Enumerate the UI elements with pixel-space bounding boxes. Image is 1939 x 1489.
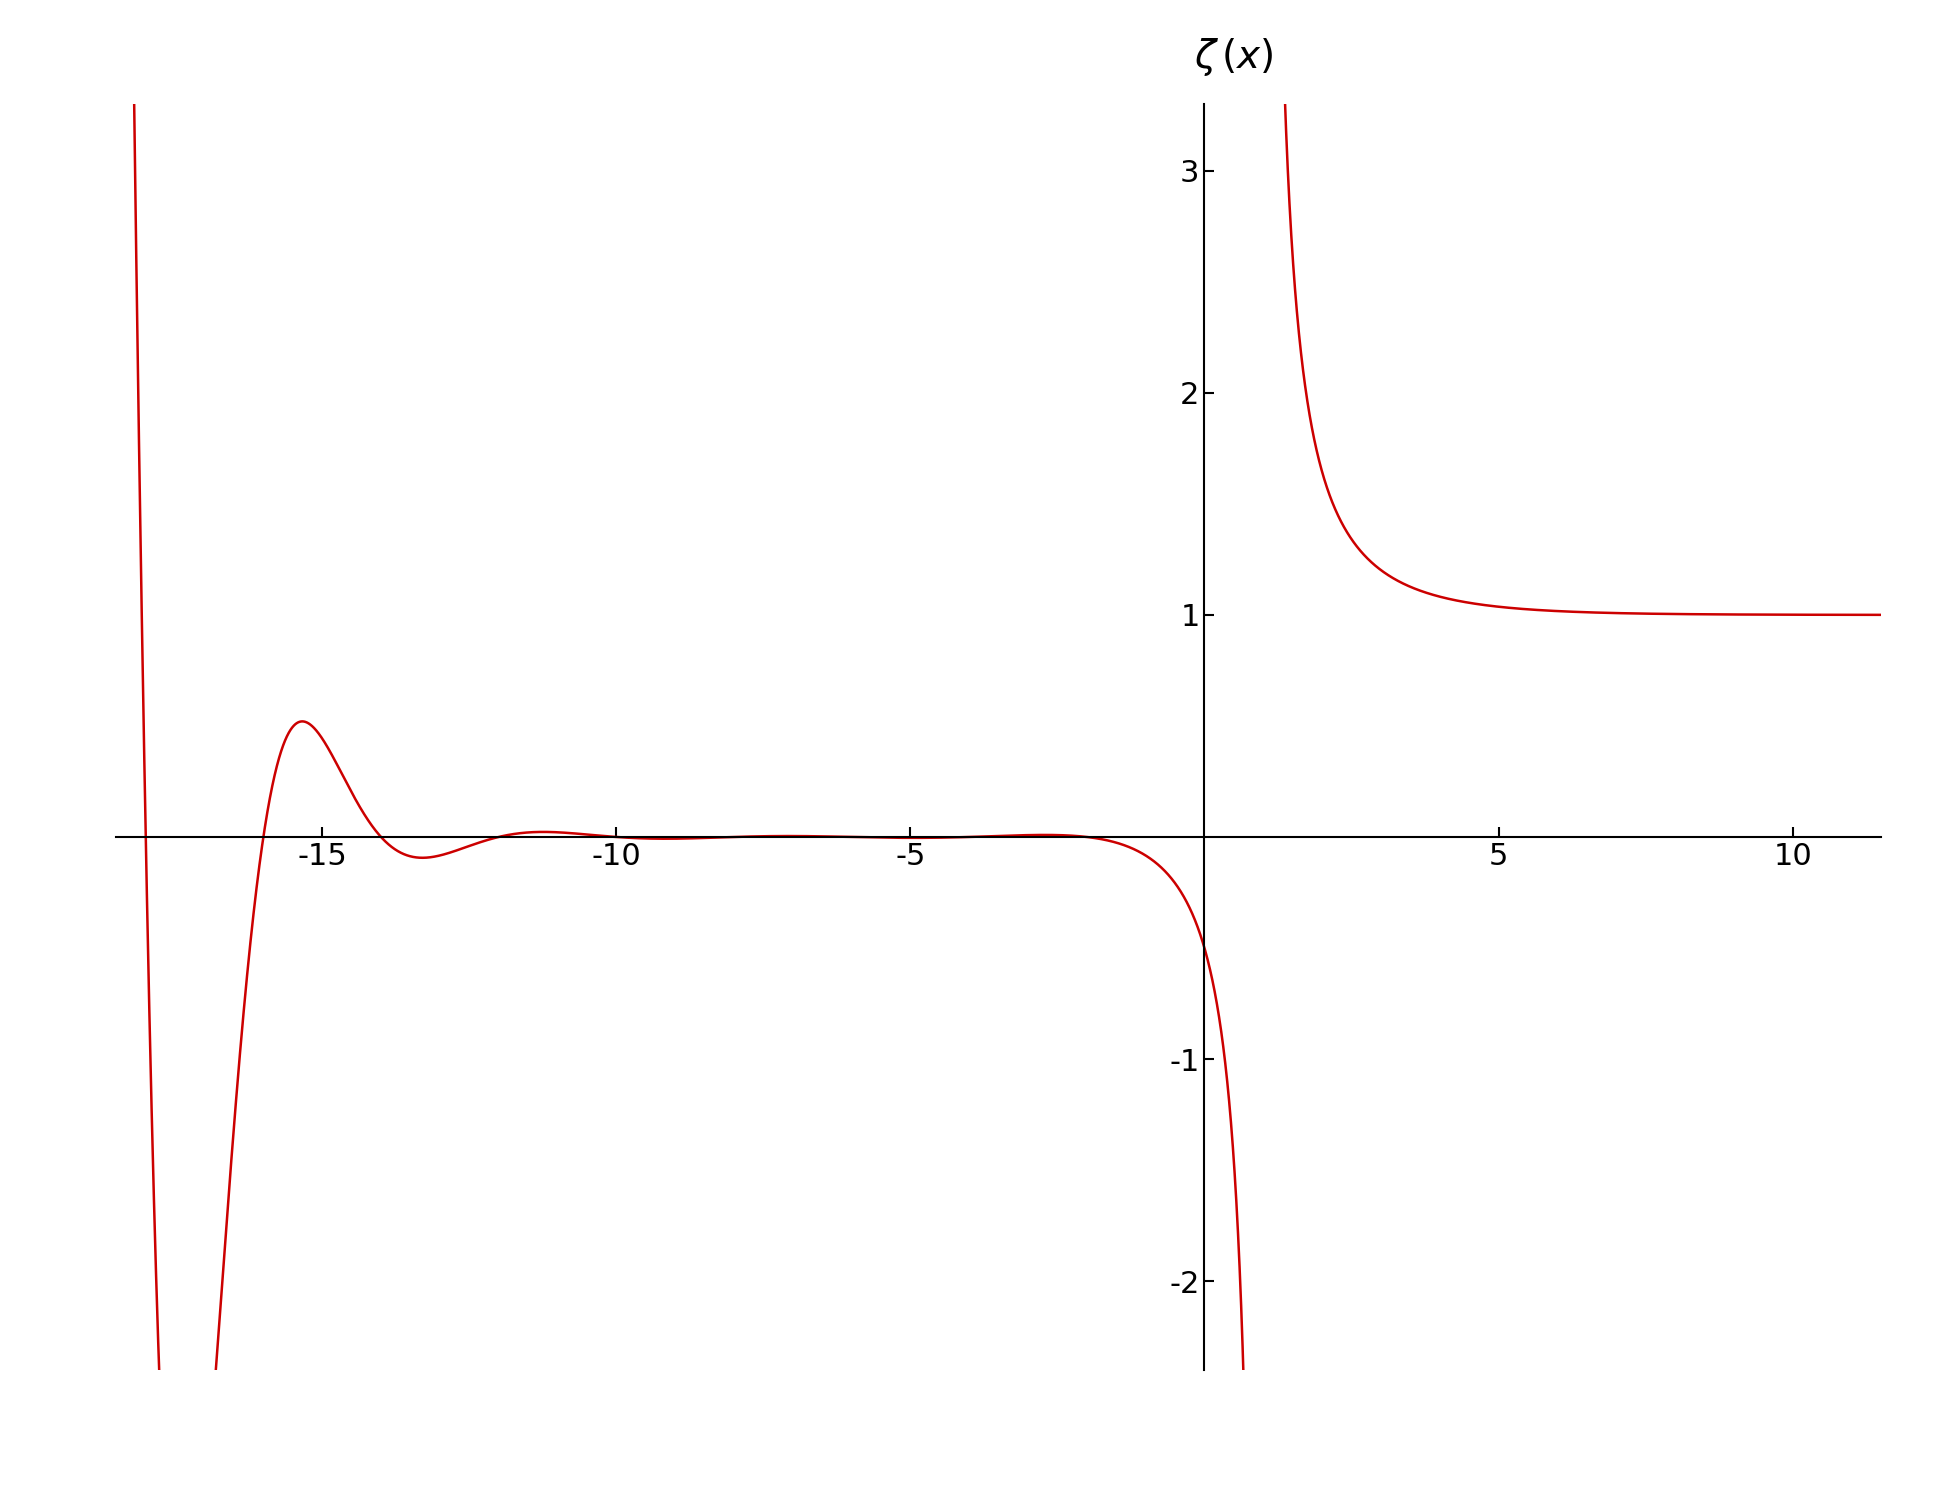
Text: $\zeta\,(x)$: $\zeta\,(x)$ bbox=[1194, 36, 1274, 77]
